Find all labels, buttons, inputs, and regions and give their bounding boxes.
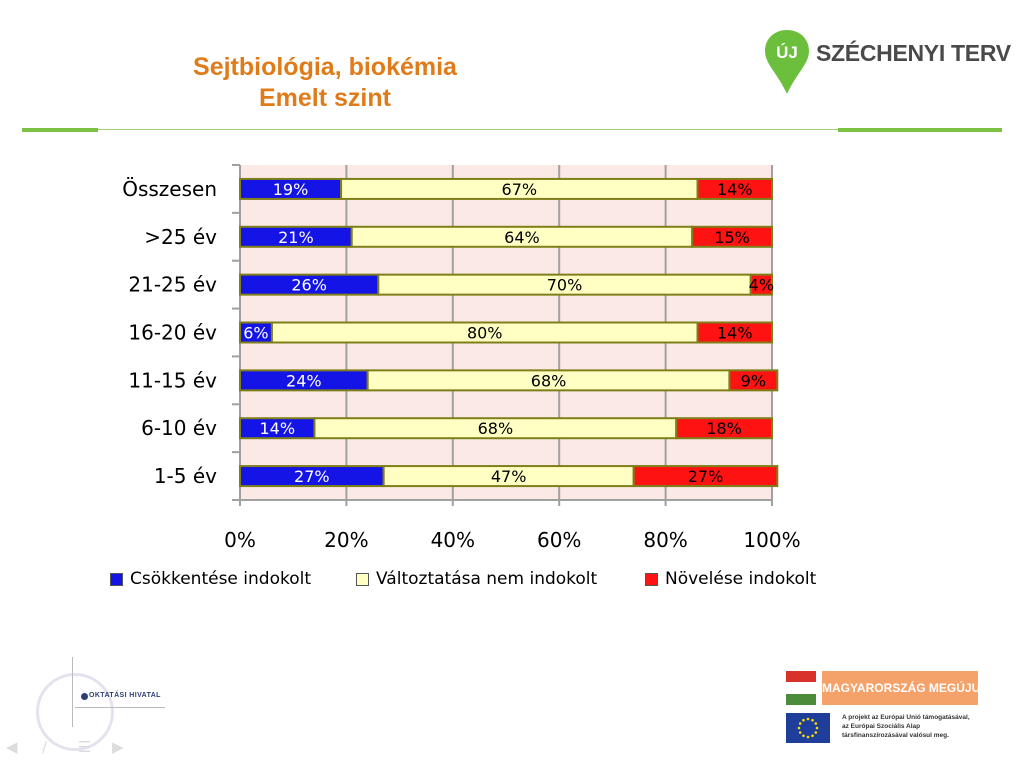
data-label: 24% [286,371,322,390]
eu-star-icon [811,734,814,738]
x-tick-label: 80% [643,528,687,552]
eu-star-icon [802,718,805,722]
category-label: 21-25 év [128,273,217,297]
x-tick-label: 20% [324,528,368,552]
data-label: 14% [259,419,295,438]
eu-star-icon [811,718,814,722]
logo-underline [75,707,165,708]
logo-dot-icon [81,693,88,700]
logo-divider [72,657,73,727]
logo-brand: SZÉCHENYI TERV [816,40,1011,66]
header-rule-right [838,128,1002,132]
eu-funding-notice: A projekt az Európai Unió támogatásával,… [842,713,1012,740]
data-label: 18% [706,419,742,438]
data-label: 27% [294,467,330,486]
x-tick-label: 40% [431,528,475,552]
eu-star-icon [802,734,805,738]
eu-star-icon [814,722,818,725]
magyarorszag-megujul-logo: MAGYARORSZÁG MEGÚJUL [786,671,988,705]
hungarian-flag-icon [786,671,816,705]
bar-segment [696,321,774,344]
data-label: 68% [531,371,567,390]
eu-star-icon [806,717,810,721]
eu-star-icon [798,722,802,725]
legend-label: Változtatása nem indokolt [376,569,598,589]
data-label: 14% [717,180,753,199]
category-label: 1-5 év [154,464,217,488]
bar-segment [749,273,773,296]
data-label: 68% [478,419,514,438]
data-label: 21% [278,228,314,247]
data-label: 4% [749,276,774,295]
data-label: 6% [243,324,268,343]
title-line-2: Emelt szint [259,84,391,112]
data-label: 67% [502,180,538,199]
x-tick-label: 0% [224,528,256,552]
bar-segment [728,369,779,392]
legend-swatch [110,573,123,586]
legend-label: Növelése indokolt [665,569,817,589]
eu-star-icon [798,731,802,734]
arrow-right-icon[interactable]: ▶ [112,738,124,756]
bar-segment [691,225,774,248]
data-label: 9% [741,371,766,390]
menu-icon[interactable]: ☰ [78,738,92,756]
legend-swatch [356,573,369,586]
title-line-1: Sejtbiológia, biokémia [193,53,457,81]
eu-line-1: A projekt az Európai Unió támogatásával, [842,714,970,721]
legend-swatch [645,573,658,586]
eu-star-icon [815,726,819,730]
institution-name: OKTATÁSI HIVATAL [89,692,161,699]
eu-star-icon [814,731,818,734]
eu-star-icon [806,735,810,739]
bar-segment [675,417,773,440]
data-label: 70% [547,276,583,295]
data-label: 14% [717,324,753,343]
arrow-left-icon[interactable]: ◀ [6,738,18,756]
data-label: 80% [467,324,503,343]
x-tick-label: 60% [537,528,581,552]
category-label: 6-10 év [141,416,217,440]
eu-line-3: társfinanszírozásával valósul meg. [842,732,949,739]
bar-segment [632,465,779,488]
data-label: 26% [291,276,327,295]
logo-prefix: ÚJ [776,43,798,62]
eu-flag-icon [786,713,830,743]
category-label: Összesen [122,177,217,201]
category-label: 11-15 év [128,368,217,392]
slide-title: Sejtbiológia, biokémia Emelt szint [110,52,540,114]
header-rule-left [22,128,98,132]
eu-line-2: az Európai Szociális Alap [842,723,921,730]
logo-ring [36,673,114,751]
data-label: 15% [714,228,750,247]
header-rule-middle [98,129,838,130]
legend-label: Csökkentése indokolt [130,569,312,589]
data-label: 19% [273,180,309,199]
x-tick-label: 100% [743,528,800,552]
bar-segment [696,177,774,200]
szechenyi-terv-logo: ÚJ SZÉCHENYI TERV [762,28,1011,98]
category-label: 16-20 év [128,321,217,345]
campaign-text: MAGYARORSZÁG MEGÚJUL [822,671,988,705]
oktatasi-hivatal-logo: OKTATÁSI HIVATAL [30,655,180,765]
data-label: 47% [491,467,527,486]
category-label: >25 év [144,225,217,249]
slash-icon[interactable]: ∕ [42,738,48,756]
data-label: 64% [504,228,540,247]
eu-star-icon [797,726,801,730]
data-label: 27% [688,467,724,486]
location-pin-icon: ÚJ [765,30,809,94]
